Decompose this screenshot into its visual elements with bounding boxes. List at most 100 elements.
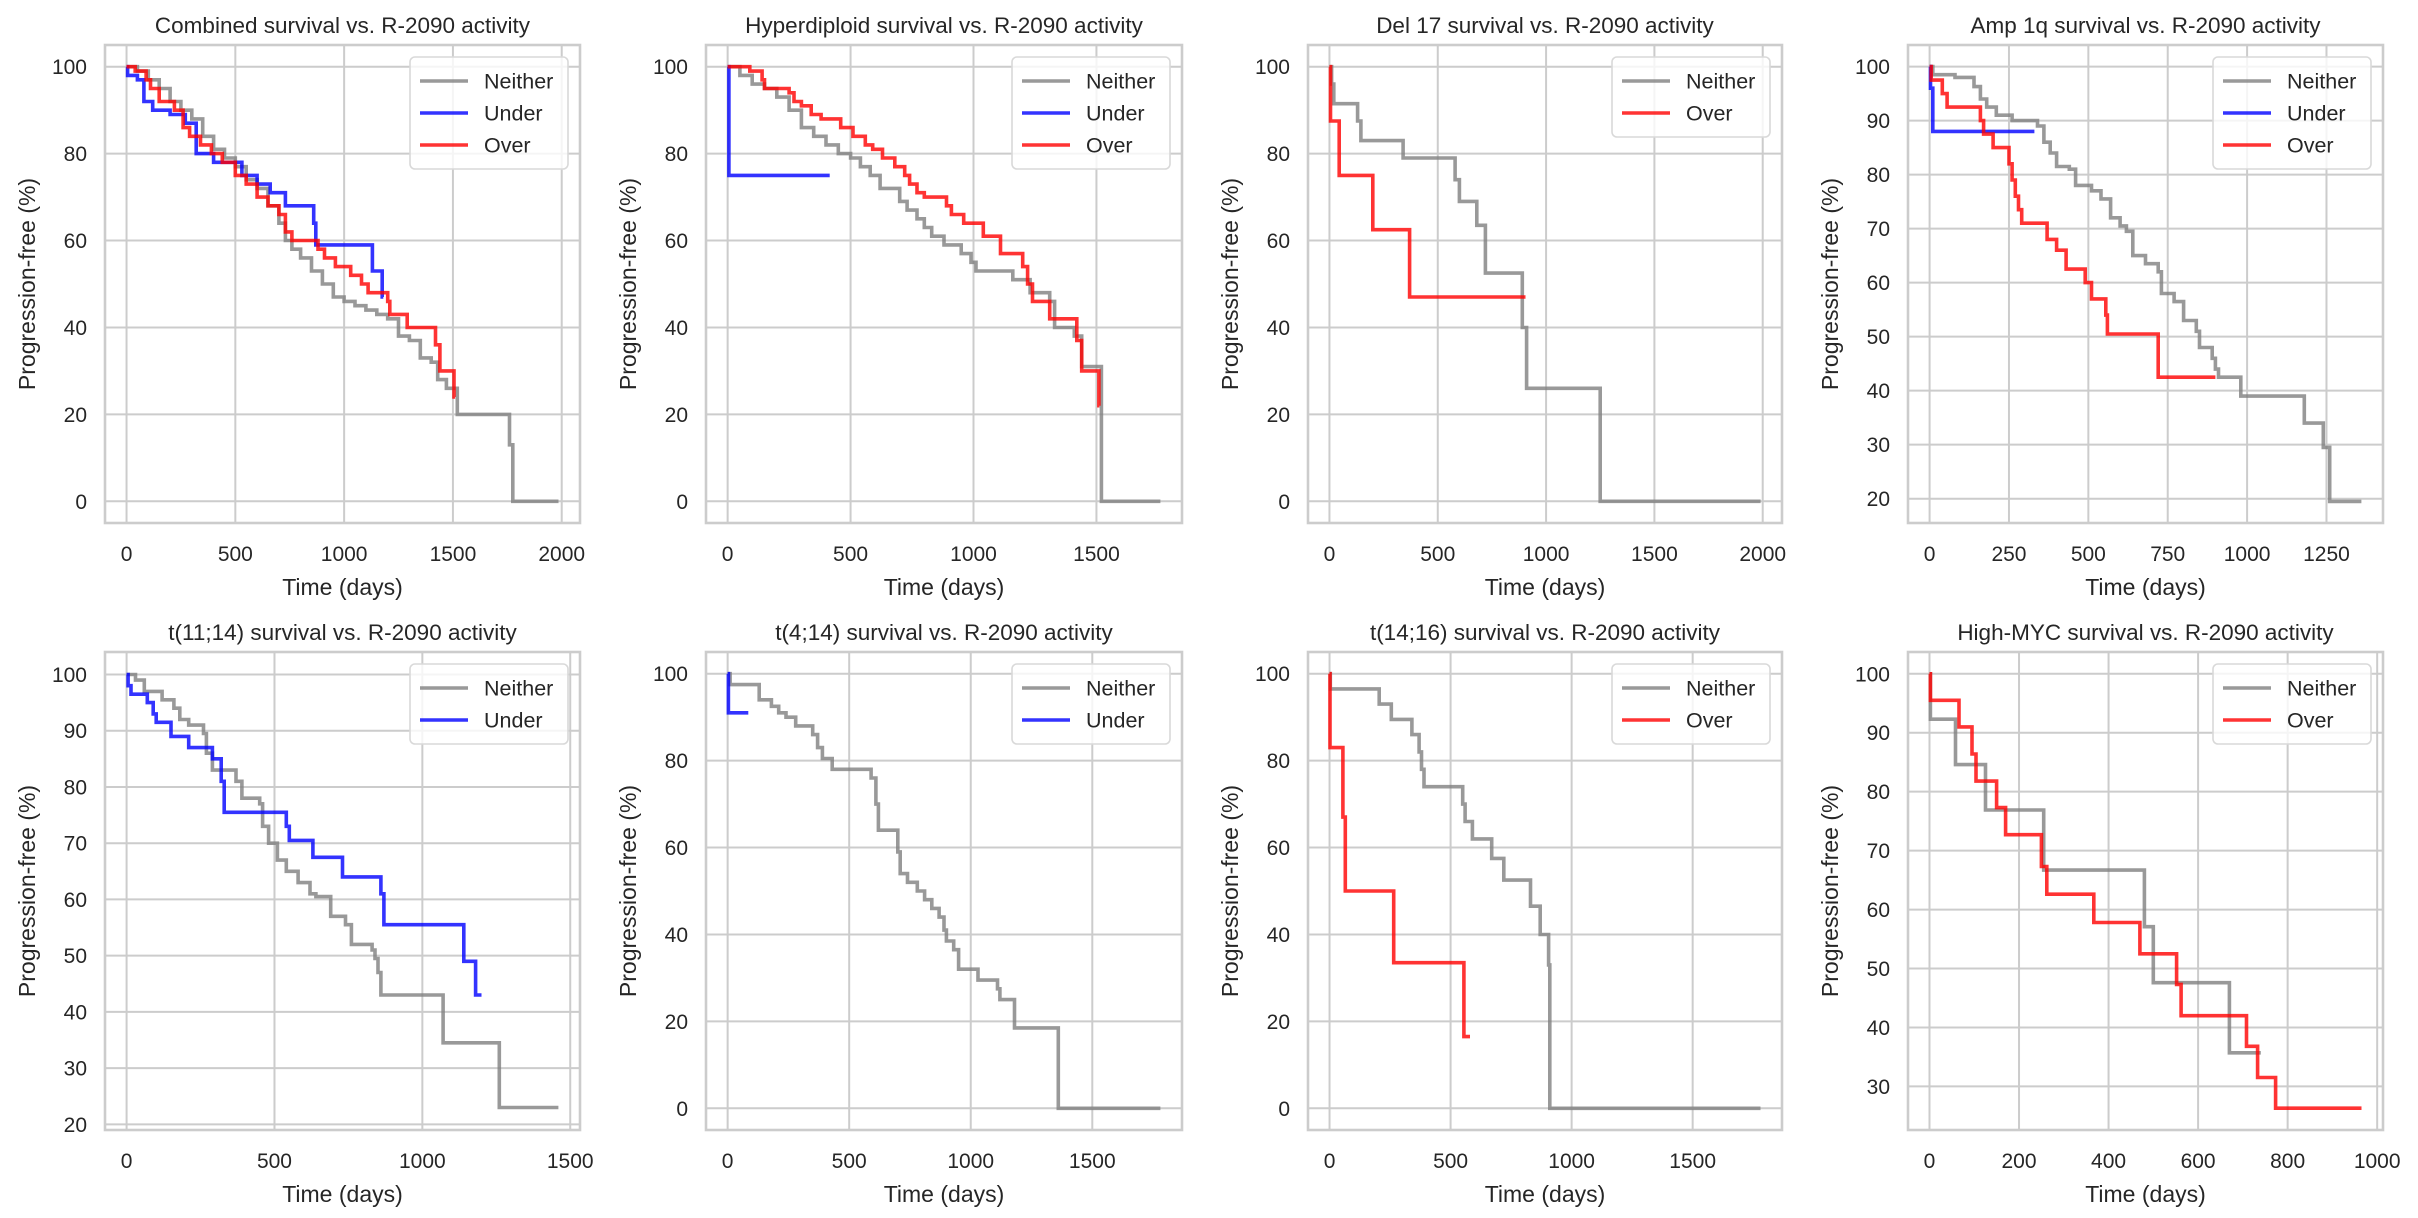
- y-tick-label: 70: [1867, 218, 1890, 241]
- legend-label-under: Under: [484, 102, 543, 126]
- x-tick-label: 1000: [321, 543, 368, 566]
- y-axis-label: Progression-free (%): [615, 178, 641, 390]
- x-tick-label: 1500: [547, 1150, 594, 1173]
- axes-frame: [704, 43, 1184, 525]
- legend-label-over: Over: [1686, 102, 1733, 126]
- legend-box: [1611, 56, 1771, 138]
- y-tick-label: 60: [64, 230, 87, 253]
- x-tick-label: 1000: [399, 1150, 446, 1173]
- x-tick-label: 1500: [1669, 1150, 1716, 1173]
- y-tick-label: 20: [665, 1011, 688, 1034]
- legend: Neither Under: [409, 663, 569, 745]
- y-tick-label: 60: [64, 889, 87, 912]
- y-tick-label: 80: [665, 750, 688, 773]
- legend: Neither Over: [1611, 663, 1771, 745]
- y-tick-label: 100: [1255, 663, 1290, 686]
- x-tick-label: 1500: [1069, 1150, 1116, 1173]
- axes-frame: [704, 650, 1184, 1132]
- chart-title: Del 17 survival vs. R-2090 activity: [1376, 13, 1714, 38]
- y-tick-label: 80: [1267, 143, 1290, 166]
- y-tick-label: 40: [64, 317, 87, 340]
- series-line-neither: [1928, 672, 2261, 1055]
- legend-label-over: Over: [1086, 134, 1133, 158]
- legend: Neither Under: [1011, 663, 1171, 745]
- x-tick-label: 500: [257, 1150, 292, 1173]
- x-tick-label: 0: [121, 1150, 133, 1173]
- x-tick-label: 1500: [1073, 543, 1120, 566]
- y-tick-label: 80: [1867, 781, 1890, 804]
- legend-label-under: Under: [1086, 709, 1145, 733]
- axes-frame: [1906, 43, 2385, 525]
- y-tick-label: 20: [64, 404, 87, 427]
- legend-label-neither: Neither: [484, 677, 553, 701]
- series-line-neither: [727, 64, 1161, 504]
- x-tick-label: 1500: [430, 543, 477, 566]
- y-tick-label: 70: [1867, 840, 1890, 863]
- series-line-neither: [727, 671, 1161, 1111]
- legend-box: [2212, 56, 2372, 170]
- y-tick-label: 50: [1867, 326, 1890, 349]
- x-tick-label: 0: [1324, 1150, 1336, 1173]
- y-tick-label: 60: [1867, 899, 1890, 922]
- legend-label-neither: Neither: [1086, 70, 1155, 94]
- x-axis-label: Time (days): [884, 1181, 1005, 1207]
- legend: Neither Over: [2212, 663, 2372, 745]
- x-tick-label: 500: [2071, 543, 2106, 566]
- y-tick-label: 0: [676, 491, 688, 514]
- y-tick-label: 20: [1267, 404, 1290, 427]
- y-axis-label: Progression-free (%): [1817, 178, 1843, 390]
- y-tick-label: 80: [64, 776, 87, 799]
- x-tick-label: 1000: [950, 543, 997, 566]
- x-tick-label: 1000: [2354, 1150, 2401, 1173]
- x-tick-label: 500: [832, 1150, 867, 1173]
- x-tick-label: 0: [121, 543, 133, 566]
- chart-title: Hyperdiploid survival vs. R-2090 activit…: [745, 13, 1143, 38]
- legend: Neither Under Over: [2212, 56, 2372, 170]
- y-tick-label: 90: [64, 720, 87, 743]
- x-tick-label: 1500: [1631, 543, 1678, 566]
- axes-frame: [1306, 43, 1784, 525]
- y-tick-label: 100: [653, 663, 688, 686]
- legend-box: [1011, 663, 1171, 745]
- series-line-over: [1929, 64, 2216, 379]
- y-tick-label: 30: [1867, 1076, 1890, 1099]
- legend-label-neither: Neither: [484, 70, 553, 94]
- y-tick-label: 80: [665, 143, 688, 166]
- legend-label-over: Over: [484, 134, 531, 158]
- legend-box: [409, 663, 569, 745]
- x-tick-label: 1000: [1523, 543, 1570, 566]
- y-tick-label: 60: [1267, 230, 1290, 253]
- series-line-over: [727, 64, 1101, 408]
- x-tick-label: 200: [2002, 1150, 2037, 1173]
- legend-box: [2212, 663, 2372, 745]
- x-tick-label: 500: [218, 543, 253, 566]
- y-tick-label: 80: [1267, 750, 1290, 773]
- x-tick-label: 500: [1433, 1150, 1468, 1173]
- chart-title: t(4;14) survival vs. R-2090 activity: [775, 620, 1113, 645]
- x-tick-label: 0: [1924, 1150, 1936, 1173]
- x-axis-label: Time (days): [2085, 1181, 2206, 1207]
- x-axis-label: Time (days): [884, 574, 1005, 600]
- chart-title: High-MYC survival vs. R-2090 activity: [1957, 620, 2334, 645]
- legend-box: [1611, 663, 1771, 745]
- y-tick-label: 50: [1867, 958, 1890, 981]
- x-tick-label: 600: [2181, 1150, 2216, 1173]
- x-tick-label: 500: [833, 543, 868, 566]
- x-tick-label: 750: [2150, 543, 2185, 566]
- y-tick-label: 30: [64, 1058, 87, 1081]
- y-tick-label: 90: [1867, 110, 1890, 133]
- legend-label-under: Under: [484, 709, 543, 733]
- legend-box: [1011, 56, 1171, 170]
- y-tick-label: 40: [1867, 1017, 1890, 1040]
- series-line-neither: [1329, 64, 1761, 504]
- series-line-over: [126, 64, 456, 399]
- legend-label-over: Over: [2287, 709, 2334, 733]
- legend-label-neither: Neither: [2287, 70, 2356, 94]
- y-tick-label: 100: [1855, 663, 1890, 686]
- legend-label-under: Under: [1086, 102, 1145, 126]
- legend-box: [409, 56, 569, 170]
- chart-title: Amp 1q survival vs. R-2090 activity: [1970, 13, 2321, 38]
